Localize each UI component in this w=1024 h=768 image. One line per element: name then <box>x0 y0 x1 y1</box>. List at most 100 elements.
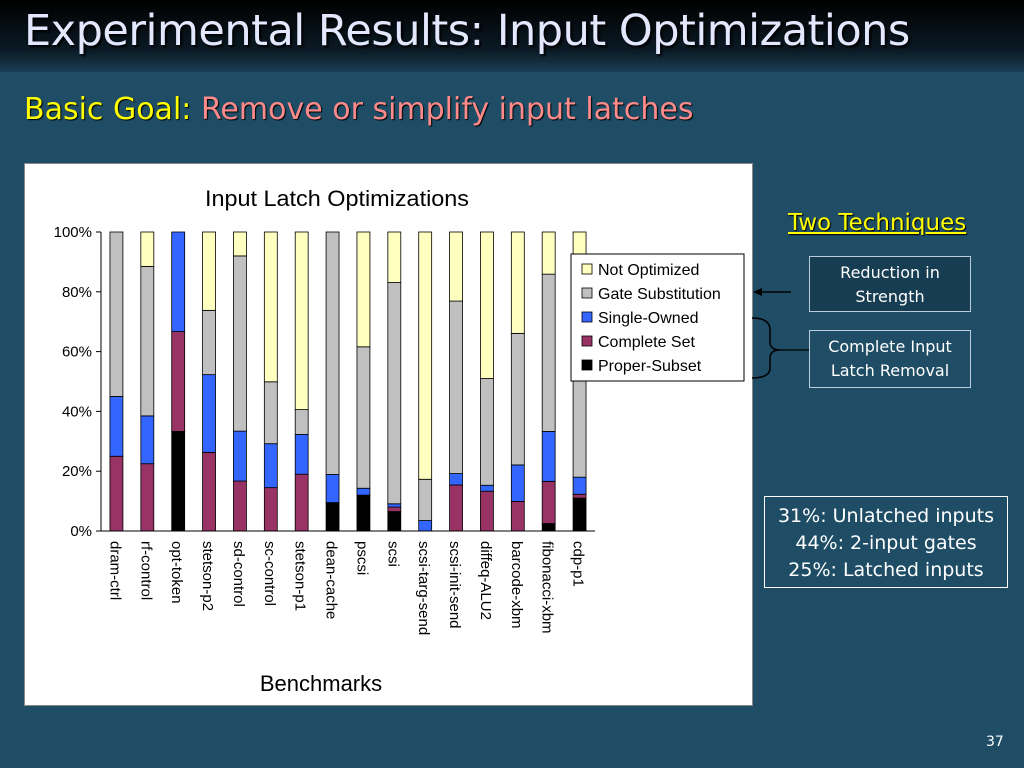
bar-segment-gate-substitution <box>541 273 556 432</box>
bar-segment-proper-subset <box>171 431 186 532</box>
bar-segment-complete-set <box>510 500 525 532</box>
x-category-label: diffeq-ALU2 <box>477 541 494 620</box>
subtitle-text: Remove or simplify input latches <box>200 92 694 127</box>
bar-segment-single-owned <box>418 520 433 532</box>
x-category-label: fibonacci-xbm <box>539 541 556 634</box>
bar-segment-gate-substitution <box>325 231 340 475</box>
bar-segment-single-owned <box>541 431 556 482</box>
technique-reduction-in-strength: Reduction in Strength <box>809 256 971 312</box>
bar-segment-gate-substitution <box>263 381 278 445</box>
subtitle: Basic Goal: Remove or simplify input lat… <box>24 92 693 127</box>
legend-swatch <box>581 335 593 347</box>
bar-segment-proper-subset <box>356 494 371 532</box>
bar-segment-single-owned <box>263 443 278 489</box>
bar-segment-gate-substitution <box>572 377 587 478</box>
stat-2-input-gates: 44%: 2-input gates <box>795 532 977 554</box>
bar-segment-gate-substitution <box>418 478 433 521</box>
page-number: 37 <box>986 734 1004 750</box>
bar-segment-complete-set <box>171 331 186 432</box>
techniques-heading: Two Techniques <box>788 210 967 236</box>
bar-segment-single-owned <box>572 476 587 495</box>
y-tick-label: 80% <box>62 284 92 301</box>
bar-segment-not-optimized <box>387 231 402 283</box>
bar-segment-gate-substitution <box>109 231 124 397</box>
brace-single-owned-complete-set <box>751 317 781 379</box>
slide-title: Experimental Results: Input Optimization… <box>24 6 910 56</box>
x-category-label: scsi-targ-send <box>415 541 432 635</box>
bar-segment-gate-substitution <box>202 309 216 376</box>
bar-segment-single-owned <box>449 473 463 486</box>
legend-label: Proper-Subset <box>598 358 702 375</box>
x-category-label: dram-ctrl <box>106 541 123 600</box>
x-category-label: cdp-p1 <box>570 541 587 587</box>
bar-segment-not-optimized <box>480 231 494 379</box>
bar-segment-gate-substitution <box>233 255 247 432</box>
x-category-label: stetson-p1 <box>292 541 309 611</box>
bar-segment-complete-set <box>140 463 155 532</box>
bar-segment-single-owned <box>140 415 155 465</box>
bar-segment-not-optimized <box>356 231 371 348</box>
subtitle-label: Basic Goal: <box>24 92 192 127</box>
bar-segment-not-optimized <box>541 231 556 275</box>
bar-segment-complete-set <box>109 455 124 532</box>
bar-segment-not-optimized <box>510 231 525 334</box>
bar-segment-complete-set <box>294 473 309 532</box>
bar-segment-single-owned <box>294 434 309 475</box>
x-category-label: sc-control <box>261 541 278 606</box>
legend-swatch <box>581 359 593 371</box>
legend-box <box>570 253 745 382</box>
bar-segment-not-optimized <box>449 231 463 302</box>
bar-segment-complete-set <box>202 451 216 532</box>
bar-segment-single-owned <box>233 430 247 482</box>
x-axis-label: Benchmarks <box>260 671 382 696</box>
x-category-label: stetson-p2 <box>199 541 216 611</box>
bar-segment-complete-set <box>541 480 556 524</box>
bar-segment-complete-set <box>387 506 402 512</box>
legend-label: Gate Substitution <box>598 286 721 303</box>
bar-segment-single-owned <box>325 474 340 503</box>
bar-segment-gate-substitution <box>140 265 155 417</box>
y-tick-label: 100% <box>54 224 92 241</box>
legend-swatch <box>581 263 593 275</box>
bar-segment-proper-subset <box>387 511 402 532</box>
stat-unlatched-inputs: 31%: Unlatched inputs <box>777 505 995 527</box>
bar-segment-single-owned <box>480 484 494 492</box>
chart-panel: Input Latch Optimizations 0% 20% 40% 60% 80% 1… <box>24 163 753 706</box>
bar-segment-single-owned <box>510 464 525 502</box>
y-tick-label: 40% <box>62 403 92 420</box>
x-category-label: scsi-init-send <box>446 541 463 629</box>
bar-segment-not-optimized <box>202 231 216 311</box>
stacked-bar-chart: Input Latch Optimizations 0% 20% 40% 60% 80% 1… <box>54 186 745 696</box>
legend-label: Single-Owned <box>598 310 699 327</box>
arrow-to-gate-substitution <box>753 288 791 296</box>
bar-segment-gate-substitution <box>510 332 525 466</box>
bar-segment-complete-set <box>572 493 587 499</box>
chart-title: Input Latch Optimizations <box>205 186 469 211</box>
technique-connectors <box>751 288 809 379</box>
bar-segment-not-optimized <box>418 231 433 480</box>
bar-segment-complete-set <box>233 480 247 532</box>
y-tick-label: 60% <box>62 344 92 361</box>
x-category-label: sd-control <box>230 541 247 607</box>
bar-segment-gate-substitution <box>387 282 402 505</box>
bar-segment-not-optimized <box>263 231 278 383</box>
bar-segment-proper-subset <box>325 502 340 532</box>
bar-segment-proper-subset <box>541 523 556 532</box>
bar-segment-not-optimized <box>140 231 155 267</box>
x-category-label: rf-control <box>137 541 154 600</box>
bar-segment-single-owned <box>356 487 371 496</box>
title-band <box>0 0 1024 72</box>
x-category-label: opt-token <box>168 541 185 604</box>
stat-latched-inputs: 25%: Latched inputs <box>788 559 984 581</box>
legend-label: Not Optimized <box>598 262 699 279</box>
legend-swatch <box>581 311 593 323</box>
x-category-label: dean-cache <box>323 541 340 619</box>
bar-segment-complete-set <box>480 490 494 532</box>
y-tick-label: 20% <box>62 463 92 480</box>
stats-box: 31%: Unlatched inputs 44%: 2-input gates… <box>764 496 1008 588</box>
bar-segment-single-owned <box>109 396 124 457</box>
bar-segment-single-owned <box>171 231 186 332</box>
bar-segment-single-owned <box>202 374 216 453</box>
bar-segment-gate-substitution <box>449 300 463 474</box>
x-category-label: scsi <box>384 541 401 567</box>
